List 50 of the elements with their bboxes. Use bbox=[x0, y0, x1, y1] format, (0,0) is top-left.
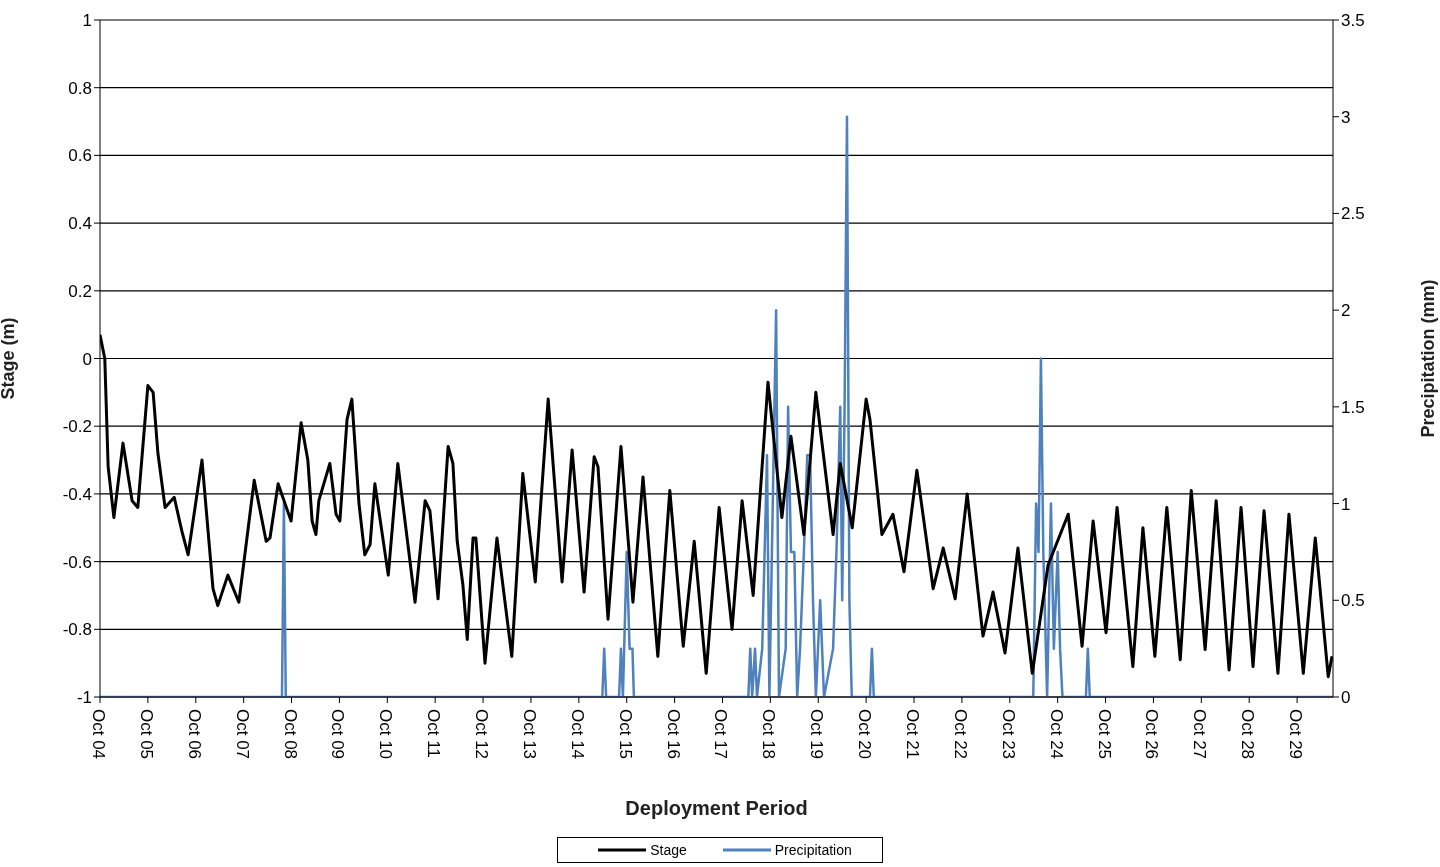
x-tick-label: Oct 12 bbox=[472, 709, 492, 760]
y-tick-label: -0.8 bbox=[62, 620, 92, 640]
legend-label: Stage bbox=[649, 842, 687, 858]
y-tick-label: -0.2 bbox=[62, 417, 92, 437]
x-tick-label: Oct 13 bbox=[519, 709, 539, 760]
x-tick-label: Oct 09 bbox=[328, 709, 348, 760]
x-tick-label: Oct 21 bbox=[903, 709, 923, 760]
y-tick-label: -0.4 bbox=[62, 484, 92, 504]
x-tick-label: Oct 24 bbox=[1046, 709, 1066, 760]
x-tick-label: Oct 20 bbox=[855, 709, 875, 760]
x-tick-label: Oct 23 bbox=[998, 709, 1018, 760]
x-tick-label: Oct 17 bbox=[711, 709, 731, 760]
x-tick-label: Oct 04 bbox=[89, 709, 108, 760]
x-tick-label: Oct 06 bbox=[184, 709, 204, 760]
y2-tick-label: 3.5 bbox=[1341, 11, 1365, 31]
x-tick-label: Oct 16 bbox=[663, 709, 683, 760]
y-tick-label: 0.4 bbox=[68, 214, 92, 234]
y2-tick-label: 1.5 bbox=[1341, 397, 1365, 417]
x-tick-label: Oct 07 bbox=[232, 709, 252, 760]
y-axis-title: Stage (m) bbox=[0, 317, 19, 400]
x-tick-label: Oct 05 bbox=[136, 709, 156, 760]
y-tick-label: -0.6 bbox=[62, 552, 92, 572]
x-tick-label: Oct 19 bbox=[807, 709, 827, 760]
x-tick-label: Oct 28 bbox=[1238, 709, 1258, 760]
x-tick-label: Oct 22 bbox=[950, 709, 970, 760]
y2-tick-label: 0 bbox=[1341, 688, 1351, 708]
y-tick-label: 0.8 bbox=[68, 78, 92, 98]
legend-label: Precipitation bbox=[773, 842, 852, 858]
x-tick-label: Oct 29 bbox=[1286, 709, 1306, 760]
y-tick-label: -1 bbox=[76, 688, 92, 708]
y-tick-label: 0 bbox=[82, 349, 92, 369]
x-tick-label: Oct 11 bbox=[424, 709, 444, 758]
y-tick-label: 0.6 bbox=[68, 146, 92, 166]
x-tick-label: Oct 08 bbox=[280, 709, 300, 760]
x-tick-label: Oct 27 bbox=[1190, 709, 1210, 760]
x-tick-label: Oct 18 bbox=[759, 709, 779, 760]
y2-tick-label: 2.5 bbox=[1341, 204, 1365, 224]
y-tick-label: 1 bbox=[82, 11, 92, 31]
x-tick-label: Oct 15 bbox=[615, 709, 635, 760]
y-tick-label: 0.2 bbox=[68, 281, 92, 301]
x-tick-label: Oct 14 bbox=[567, 709, 587, 760]
y2-tick-label: 2 bbox=[1341, 301, 1351, 321]
y2-tick-label: 0.5 bbox=[1341, 591, 1365, 611]
y2-axis-title: Precipitation (mm) bbox=[1418, 279, 1439, 438]
x-tick-label: Oct 26 bbox=[1142, 709, 1162, 760]
x-tick-label: Oct 10 bbox=[376, 709, 396, 760]
y2-tick-label: 1 bbox=[1341, 494, 1351, 514]
y2-tick-label: 3 bbox=[1341, 107, 1351, 127]
x-axis-title: Deployment Period bbox=[625, 797, 808, 819]
x-tick-label: Oct 25 bbox=[1094, 709, 1114, 760]
